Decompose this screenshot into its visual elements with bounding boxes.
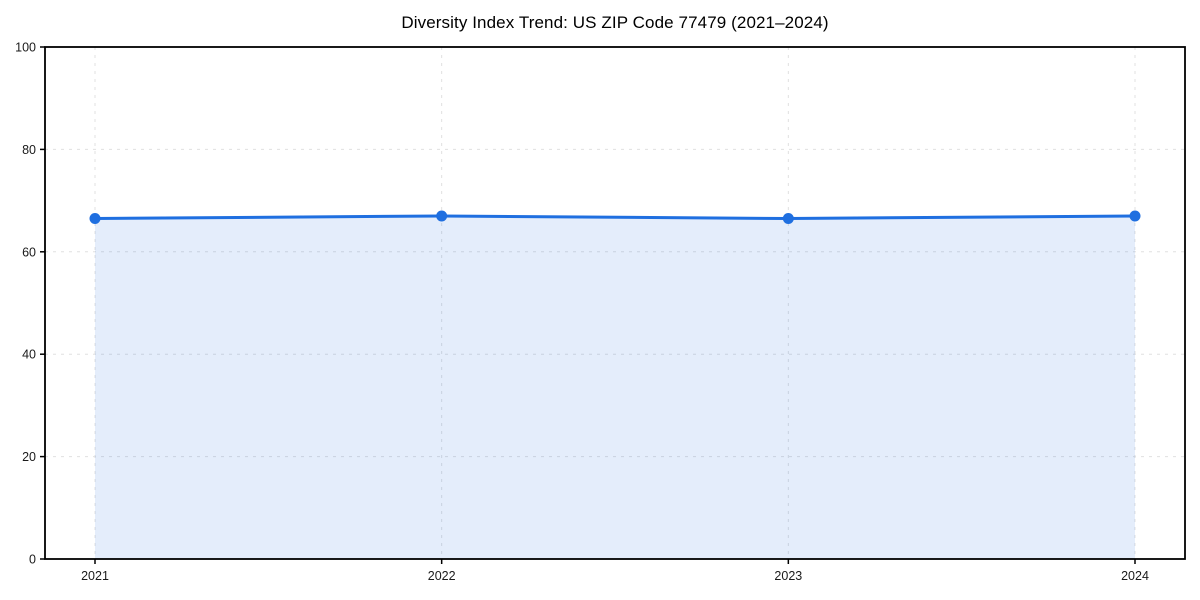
plot-border bbox=[44, 46, 1186, 560]
area-fill bbox=[95, 215, 1135, 559]
x-axis: 2021 2022 2023 2024 bbox=[81, 559, 1149, 583]
y-tick-label: 100 bbox=[15, 41, 36, 55]
x-tick-label: 2021 bbox=[81, 569, 109, 583]
chart-title: Diversity Index Trend: US ZIP Code 77479… bbox=[401, 13, 829, 32]
y-tick-label: 20 bbox=[22, 450, 36, 464]
y-tick-label: 80 bbox=[22, 143, 36, 157]
data-point bbox=[89, 213, 101, 225]
data-point bbox=[1129, 210, 1141, 222]
trend-line bbox=[93, 214, 1137, 221]
y-tick-label: 0 bbox=[29, 553, 36, 567]
y-tick-label: 60 bbox=[22, 245, 36, 259]
y-axis: 0 20 40 60 80 100 bbox=[15, 41, 45, 567]
x-tick-label: 2022 bbox=[428, 569, 456, 583]
data-point bbox=[782, 213, 794, 225]
x-tick-label: 2023 bbox=[774, 569, 802, 583]
x-tick-label: 2024 bbox=[1121, 569, 1149, 583]
y-tick-label: 40 bbox=[22, 348, 36, 362]
data-point-markers bbox=[89, 210, 1141, 225]
data-point bbox=[436, 210, 448, 222]
